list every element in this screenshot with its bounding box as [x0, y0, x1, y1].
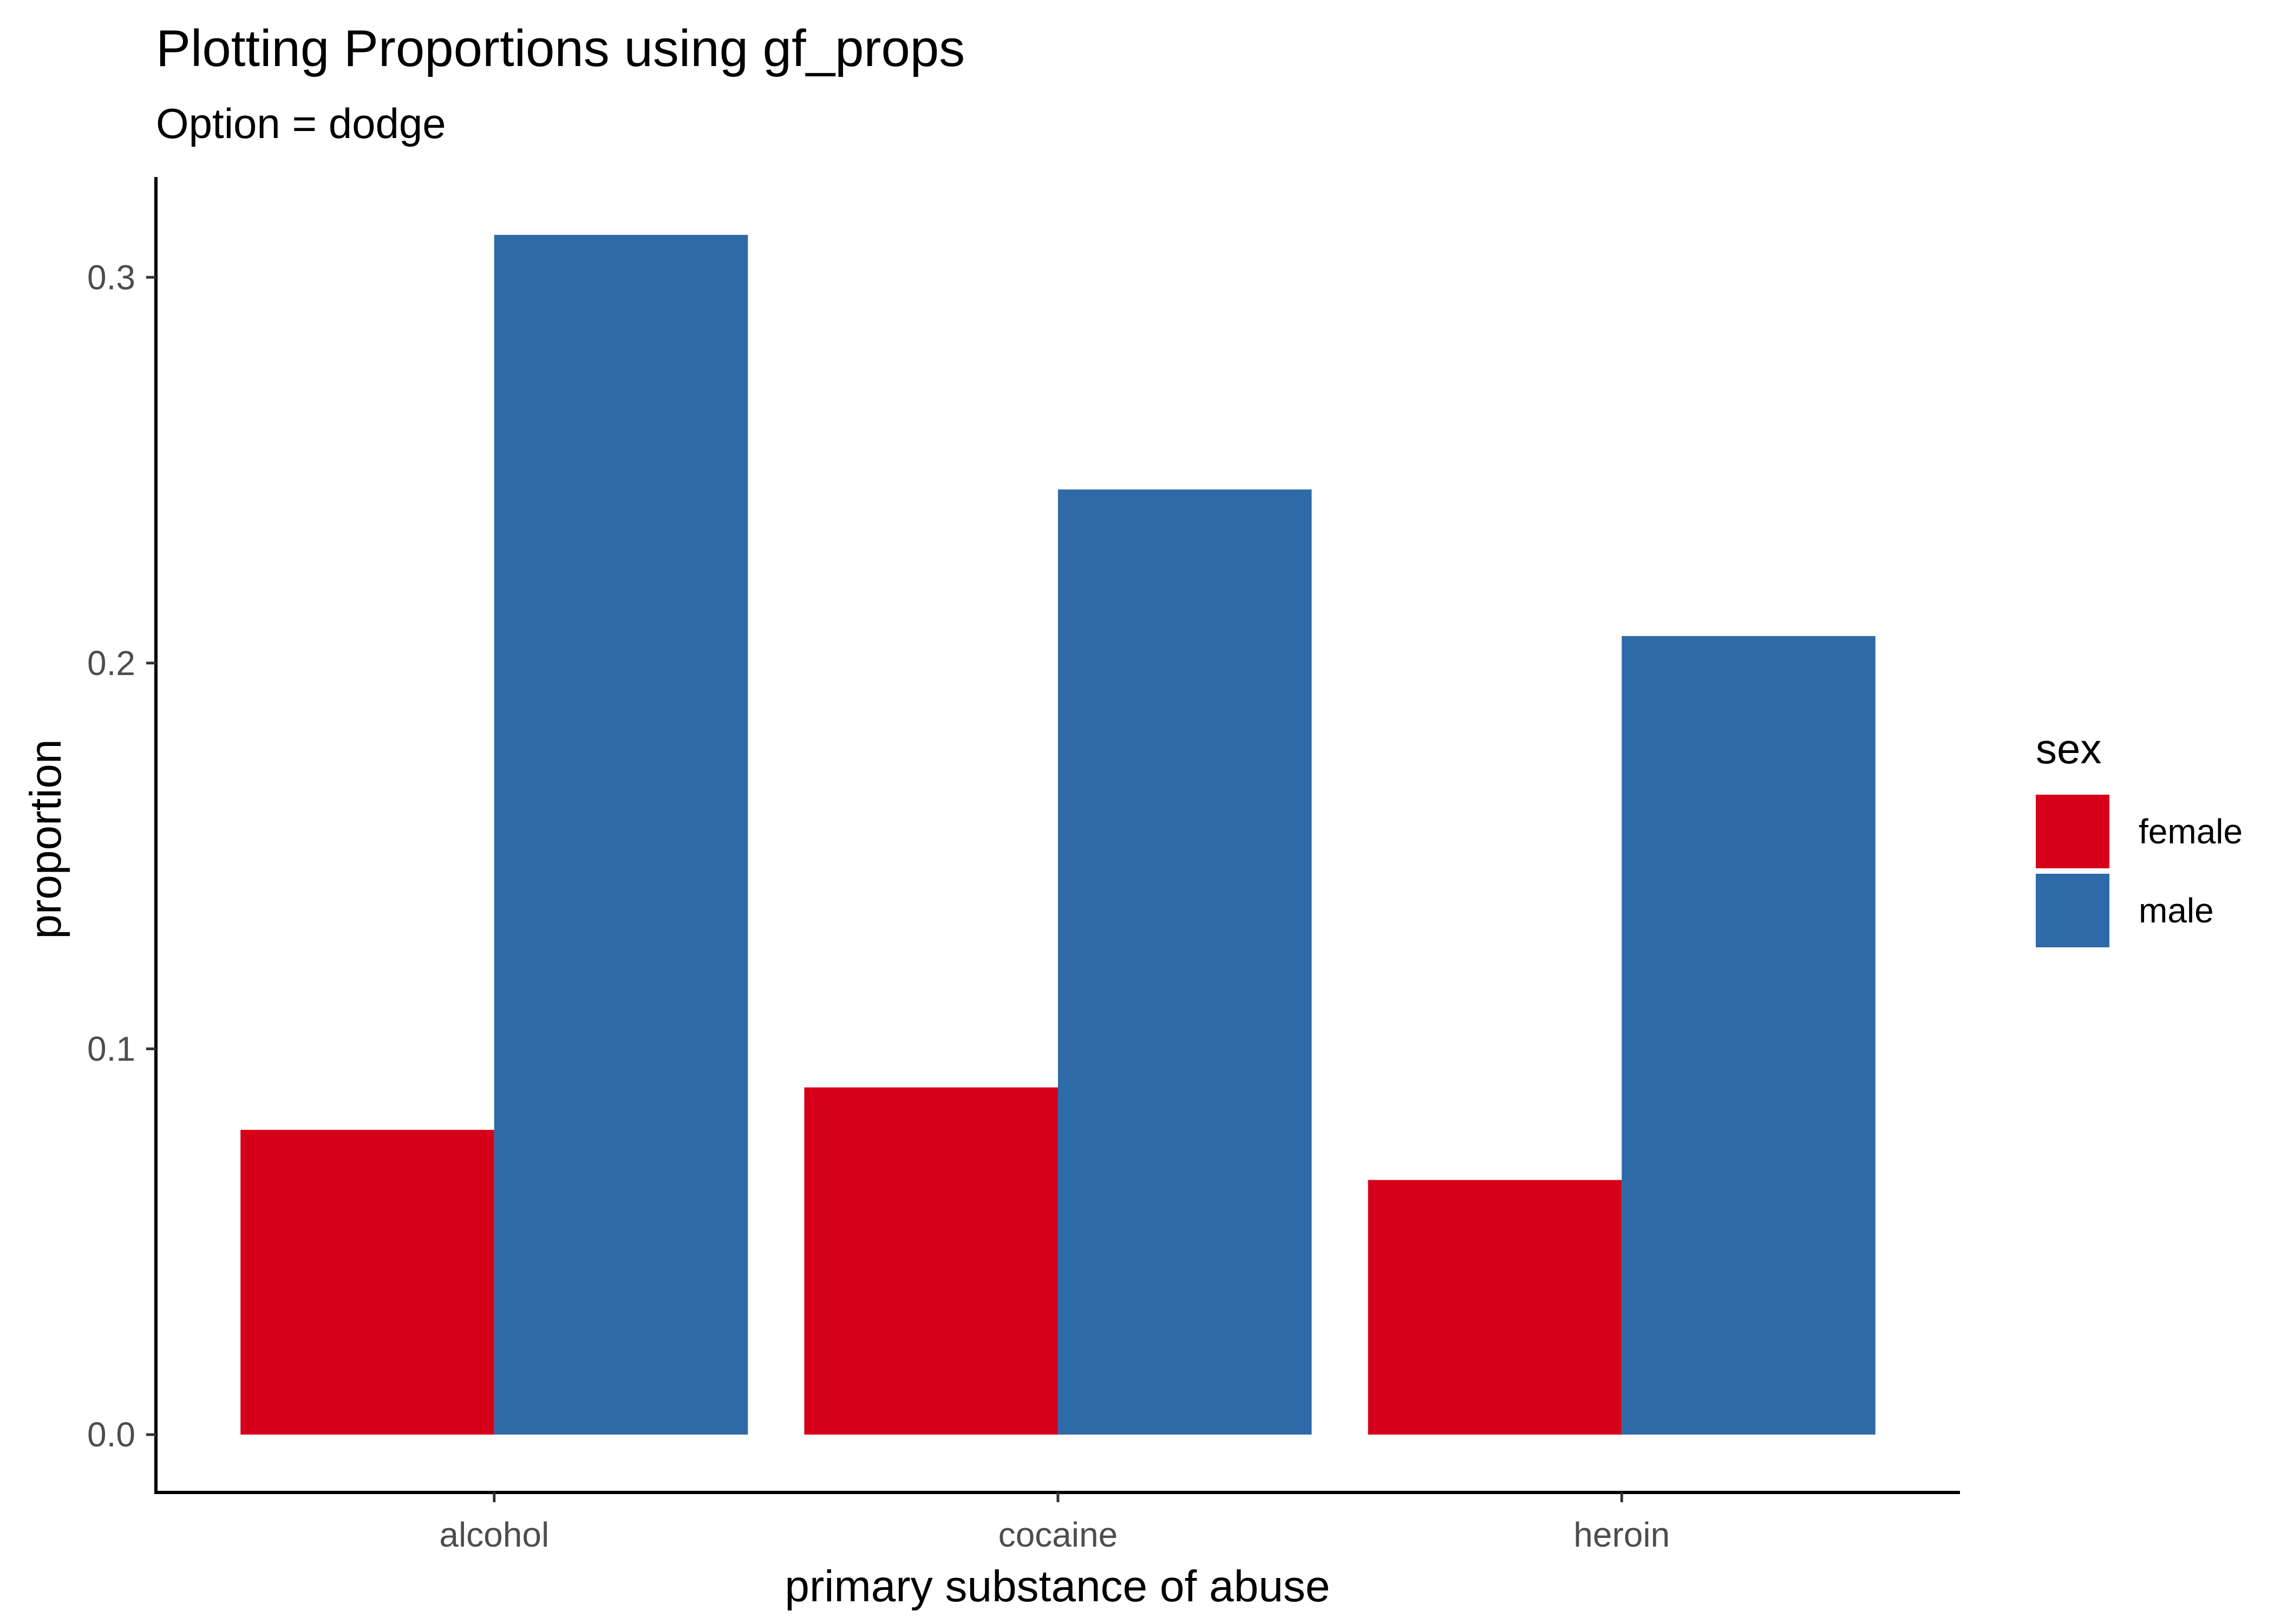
y-tick-label: 0.2 [87, 644, 135, 683]
legend-key-male [2036, 874, 2109, 947]
chart-title: Plotting Proportions using gf_props [156, 19, 965, 77]
y-tick-label: 0.0 [87, 1415, 135, 1454]
legend-label-male: male [2139, 891, 2214, 930]
legend-key-female [2036, 795, 2109, 868]
bar-male-cocaine [1058, 489, 1312, 1435]
bar-male-alcohol [494, 234, 748, 1435]
bar-male-heroin [1622, 636, 1876, 1435]
chart-subtitle: Option = dodge [156, 100, 446, 147]
bar-female-alcohol [240, 1130, 494, 1435]
x-tick-label: heroin [1573, 1515, 1670, 1554]
y-axis-ticks: 0.0 0.1 0.2 0.3 [87, 258, 156, 1454]
legend-entries: female male [2036, 795, 2243, 947]
bars-group [240, 234, 1876, 1435]
legend-label-female: female [2139, 812, 2243, 851]
bar-female-cocaine [804, 1087, 1058, 1435]
legend: sex female male [2036, 725, 2243, 947]
x-tick-label: cocaine [998, 1515, 1118, 1554]
bar-female-heroin [1368, 1180, 1622, 1435]
x-tick-label: alcohol [439, 1515, 549, 1554]
legend-title: sex [2036, 725, 2101, 772]
y-axis-title: proportion [21, 739, 70, 939]
y-tick-label: 0.1 [87, 1029, 135, 1068]
x-axis-title: primary substance of abuse [785, 1562, 1330, 1611]
x-axis-ticks: alcohol cocaine heroin [439, 1492, 1670, 1554]
y-tick-label: 0.3 [87, 258, 135, 297]
